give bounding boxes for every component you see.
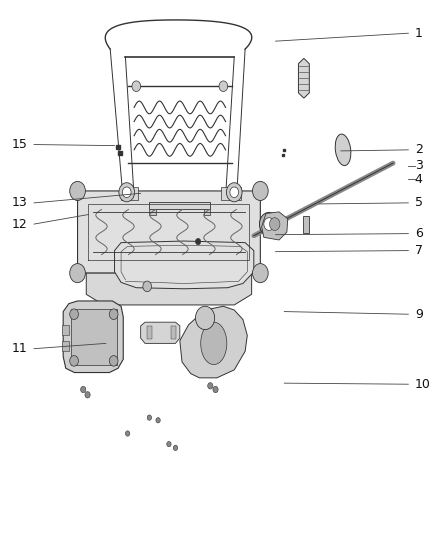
Circle shape: [167, 441, 171, 447]
Bar: [71, 309, 117, 365]
Polygon shape: [180, 306, 247, 378]
Text: 10: 10: [415, 378, 431, 391]
Circle shape: [70, 309, 78, 319]
Polygon shape: [147, 326, 152, 339]
Text: 7: 7: [415, 244, 423, 257]
Circle shape: [219, 81, 228, 92]
Text: 11: 11: [12, 342, 28, 355]
Circle shape: [110, 356, 118, 366]
Ellipse shape: [201, 322, 227, 365]
Circle shape: [264, 217, 274, 230]
Polygon shape: [62, 325, 69, 335]
Polygon shape: [304, 216, 309, 233]
Circle shape: [85, 392, 90, 398]
Circle shape: [195, 238, 201, 245]
Polygon shape: [261, 212, 288, 240]
Circle shape: [125, 431, 130, 436]
Circle shape: [122, 187, 131, 198]
Text: 15: 15: [12, 138, 28, 151]
Polygon shape: [62, 341, 69, 351]
Polygon shape: [298, 59, 309, 98]
Circle shape: [147, 415, 152, 420]
Text: 4: 4: [415, 173, 423, 185]
Circle shape: [269, 217, 280, 230]
Circle shape: [70, 356, 78, 366]
Polygon shape: [115, 241, 254, 289]
Circle shape: [208, 383, 213, 389]
Circle shape: [173, 445, 178, 450]
Circle shape: [259, 213, 279, 236]
Circle shape: [132, 81, 141, 92]
Circle shape: [143, 281, 152, 292]
Circle shape: [70, 264, 85, 282]
Text: 6: 6: [415, 227, 423, 240]
Ellipse shape: [335, 134, 351, 166]
Circle shape: [230, 187, 239, 198]
Polygon shape: [86, 273, 252, 305]
Text: 3: 3: [415, 159, 423, 172]
Circle shape: [156, 418, 160, 423]
Circle shape: [81, 386, 86, 393]
Polygon shape: [121, 187, 138, 200]
Polygon shape: [221, 187, 241, 200]
Text: 9: 9: [415, 308, 423, 321]
Polygon shape: [171, 326, 176, 339]
Text: 1: 1: [415, 27, 423, 39]
Circle shape: [226, 183, 242, 202]
Polygon shape: [63, 301, 123, 373]
Circle shape: [213, 386, 218, 393]
Polygon shape: [149, 209, 156, 215]
Polygon shape: [204, 209, 210, 215]
Text: 12: 12: [12, 217, 28, 231]
Text: 2: 2: [415, 143, 423, 156]
Circle shape: [70, 181, 85, 200]
Circle shape: [119, 183, 134, 202]
Text: 5: 5: [415, 196, 423, 209]
Circle shape: [195, 306, 215, 329]
Polygon shape: [149, 202, 210, 209]
Polygon shape: [141, 322, 180, 343]
Text: 13: 13: [12, 196, 28, 209]
Circle shape: [253, 181, 268, 200]
Circle shape: [253, 264, 268, 282]
Circle shape: [110, 309, 118, 319]
Polygon shape: [78, 191, 260, 273]
